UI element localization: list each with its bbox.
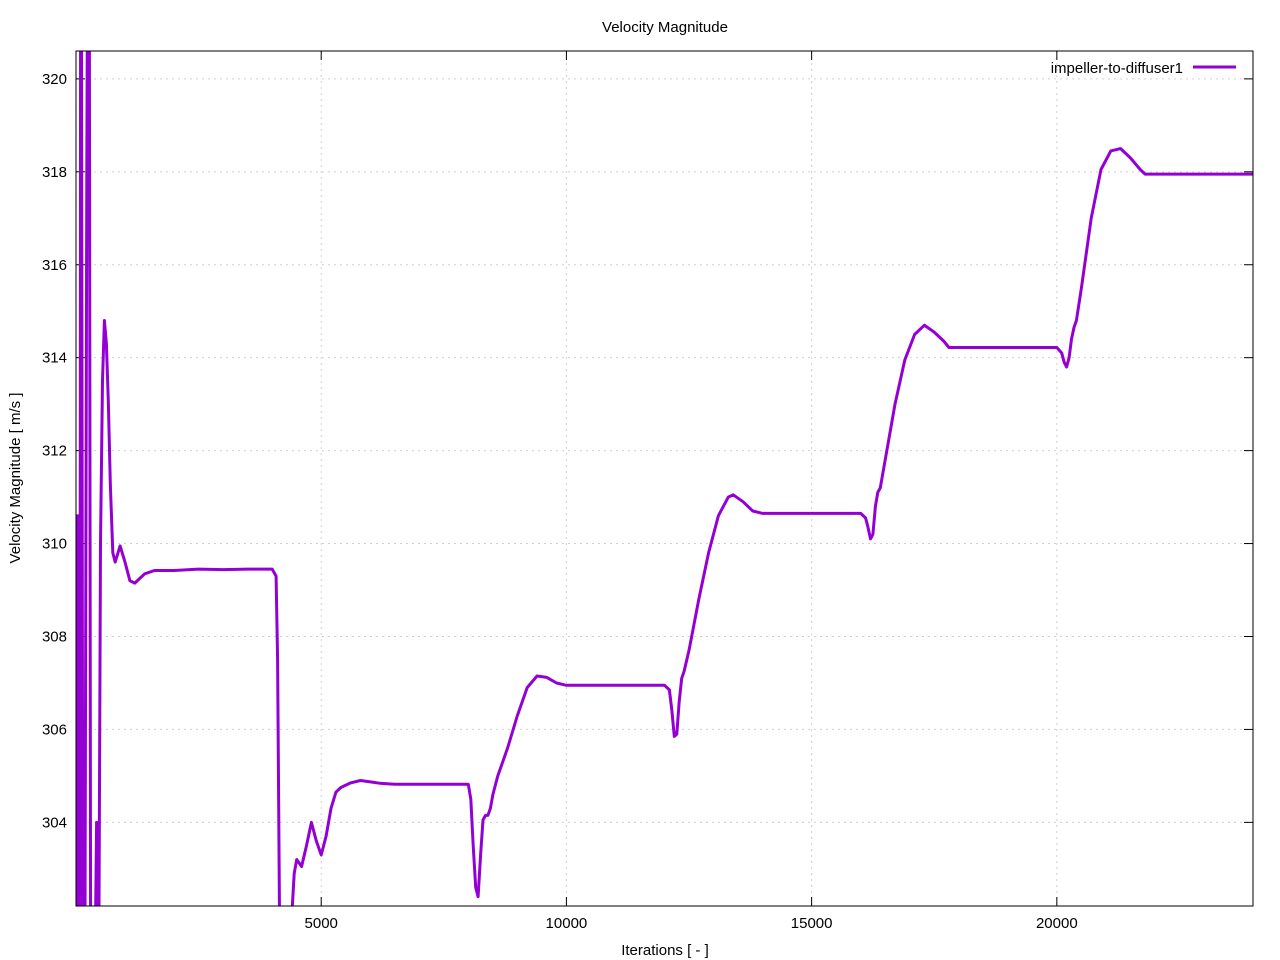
- x-tick-label: 15000: [791, 915, 833, 932]
- y-tick-label: 314: [42, 350, 67, 367]
- series-line: [76, 51, 1253, 906]
- grid: [76, 51, 1253, 906]
- plot-frame: [75, 50, 1254, 907]
- x-tick-label: 20000: [1036, 915, 1078, 932]
- y-tick-label: 310: [42, 536, 67, 553]
- y-tick-label: 308: [42, 628, 67, 645]
- x-tick-label: 10000: [546, 915, 588, 932]
- y-tick-label: 318: [42, 164, 67, 181]
- y-tick-label: 304: [42, 814, 67, 831]
- x-tick-label: 5000: [305, 915, 338, 932]
- y-tick-label: 306: [42, 721, 67, 738]
- legend: impeller-to-diffuser1: [1051, 60, 1236, 77]
- y-tick-label: 312: [42, 443, 67, 460]
- axes: 304 306 308 310 312 314 316 318 320 5000 10000 1500…: [42, 51, 1253, 932]
- chart-title: Velocity Magnitude: [602, 19, 728, 36]
- x-axis-title: Iterations [ - ]: [621, 942, 709, 959]
- y-axis-title: Velocity Magnitude [ m/s ]: [7, 393, 24, 564]
- series-layer: [76, 51, 1253, 906]
- y-tick-label: 320: [42, 71, 67, 88]
- legend-label: impeller-to-diffuser1: [1051, 60, 1183, 77]
- y-tick-label: 316: [42, 257, 67, 274]
